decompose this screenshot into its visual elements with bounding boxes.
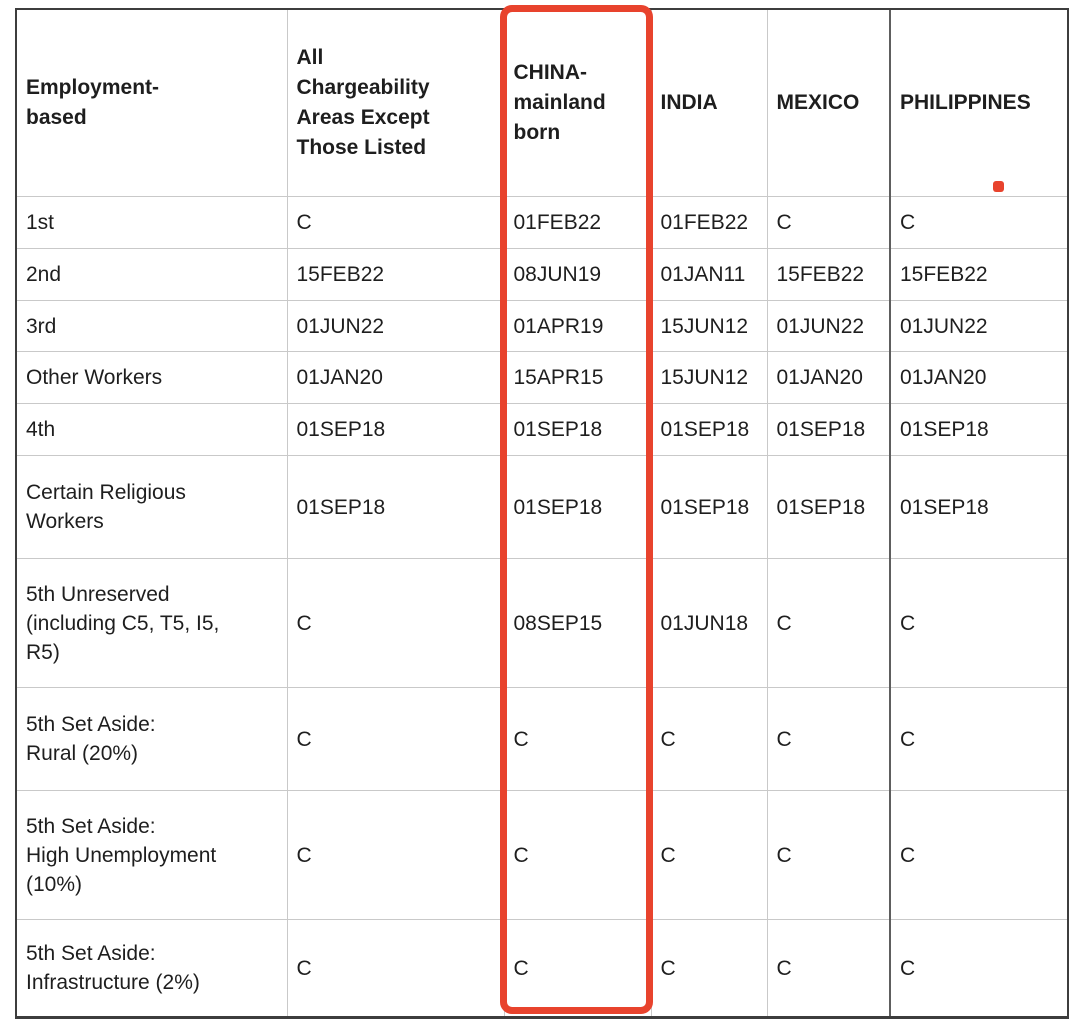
table-cell: C: [286, 687, 505, 791]
column-header-philippines: PHILIPPINES: [889, 8, 1069, 197]
table-cell: C: [286, 196, 505, 249]
row-label: 1st: [15, 196, 288, 249]
row-label: 5th Set Aside: Rural (20%): [15, 687, 288, 791]
table-cell: 01SEP18: [503, 455, 652, 559]
table-cell: C: [889, 558, 1069, 688]
table-cell: C: [766, 790, 891, 920]
table-cell: 01JUN22: [766, 300, 891, 352]
table-cell: 15JUN12: [650, 300, 768, 352]
table-cell: 01APR19: [503, 300, 652, 352]
table-cell: 01SEP18: [286, 403, 505, 456]
table-cell: 01FEB22: [650, 196, 768, 249]
table-cell: 01SEP18: [650, 403, 768, 456]
table-row-5th-unreserved-including-c5-t5-i5-r5: 5th Unreserved (including C5, T5, I5, R5…: [15, 558, 1069, 688]
table-cell: 15JUN12: [650, 351, 768, 404]
table-cell: 01JUN22: [889, 300, 1069, 352]
row-label: 4th: [15, 403, 288, 456]
table-cell: 15FEB22: [286, 248, 505, 301]
table-cell: 01SEP18: [889, 403, 1069, 456]
table-cell: C: [889, 196, 1069, 249]
table-row-5th-set-aside-infrastructure-2: 5th Set Aside: Infrastructure (2%) C C C C C: [15, 919, 1069, 1019]
table-cell: C: [889, 687, 1069, 791]
table-cell: C: [650, 687, 768, 791]
table-cell: C: [503, 790, 652, 920]
row-label: 5th Set Aside: Infrastructure (2%): [15, 919, 288, 1019]
table-cell: 01JUN18: [650, 558, 768, 688]
table-cell: C: [766, 558, 891, 688]
table-row-5th-set-aside-rural-20: 5th Set Aside: Rural (20%) C C C C C: [15, 687, 1069, 791]
table-row-4th: 4th 01SEP18 01SEP18 01SEP18 01SEP18 01SEP18: [15, 403, 1069, 456]
column-header-china-mainland-born: CHINA- mainland born: [503, 8, 652, 197]
header-row: Employment- based All Chargeability Areas…: [15, 8, 1069, 197]
table-cell: 01SEP18: [650, 455, 768, 559]
table-cell: C: [286, 919, 505, 1019]
table-cell: 01SEP18: [889, 455, 1069, 559]
table-cell: 01SEP18: [766, 403, 891, 456]
table-cell: 01SEP18: [503, 403, 652, 456]
table-cell: 01SEP18: [286, 455, 505, 559]
table-row-2nd: 2nd 15FEB22 08JUN19 01JAN11 15FEB22 15FEB22: [15, 248, 1069, 301]
table-cell: C: [650, 919, 768, 1019]
table-cell: C: [286, 558, 505, 688]
column-header-mexico: MEXICO: [766, 8, 891, 197]
row-label: 3rd: [15, 300, 288, 352]
table-cell: 08SEP15: [503, 558, 652, 688]
table-cell: C: [889, 790, 1069, 920]
table-cell: 01JAN20: [766, 351, 891, 404]
table-cell: 01JAN20: [286, 351, 505, 404]
row-label: 2nd: [15, 248, 288, 301]
table-cell: C: [650, 790, 768, 920]
table-row-1st: 1st C 01FEB22 01FEB22 C C: [15, 196, 1069, 249]
table-cell: C: [766, 919, 891, 1019]
table-cell: 15FEB22: [889, 248, 1069, 301]
row-label: 5th Set Aside: High Unemployment (10%): [15, 790, 288, 920]
table-cell: 15FEB22: [766, 248, 891, 301]
table-row-other-workers: Other Workers 01JAN20 15APR15 15JUN12 01JAN2…: [15, 351, 1069, 404]
table-cell: C: [503, 687, 652, 791]
table-header: Employment- based All Chargeability Areas…: [15, 8, 1069, 197]
table-row-3rd: 3rd 01JUN22 01APR19 15JUN12 01JUN22 01JUN22: [15, 300, 1069, 352]
row-label: 5th Unreserved (including C5, T5, I5, R5…: [15, 558, 288, 688]
table-cell: C: [503, 919, 652, 1019]
employment-based-final-action-dates-table: Employment- based All Chargeability Areas…: [15, 8, 1069, 1019]
table-row-certain-religious-workers: Certain Religious Workers 01SEP18 01SEP18 0…: [15, 455, 1069, 559]
column-header-all-chargeability-areas-except-those-listed: All Chargeability Areas Except Those Lis…: [286, 8, 505, 197]
column-header-india: INDIA: [650, 8, 768, 197]
table-cell: C: [766, 196, 891, 249]
column-header-employment-based: Employment- based: [15, 8, 288, 197]
table-cell: 01JUN22: [286, 300, 505, 352]
table-cell: 01FEB22: [503, 196, 652, 249]
table-cell: C: [766, 687, 891, 791]
table-row-5th-set-aside-high-unemployment-10: 5th Set Aside: High Unemployment (10%) C C…: [15, 790, 1069, 920]
row-label: Other Workers: [15, 351, 288, 404]
table-cell: C: [889, 919, 1069, 1019]
table-cell: C: [286, 790, 505, 920]
table-cell: 08JUN19: [503, 248, 652, 301]
table-cell: 01JAN11: [650, 248, 768, 301]
table-body: 1st C 01FEB22 01FEB22 C C 2nd 15FEB22 08JUN19 01J…: [15, 196, 1069, 1019]
table-cell: 15APR15: [503, 351, 652, 404]
row-label: Certain Religious Workers: [15, 455, 288, 559]
table-cell: 01JAN20: [889, 351, 1069, 404]
table-cell: 01SEP18: [766, 455, 891, 559]
